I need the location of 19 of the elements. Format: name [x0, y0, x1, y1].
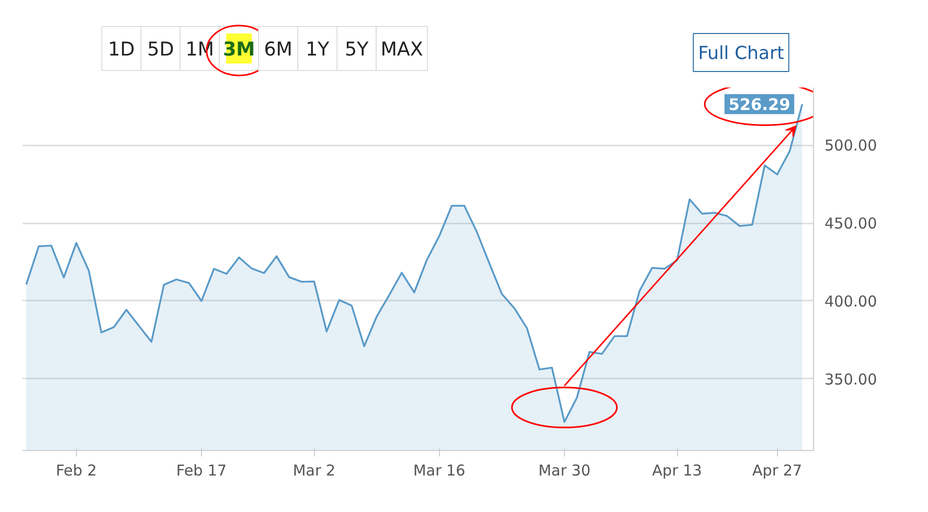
x-tick-label: Mar 30 — [538, 462, 591, 480]
text: MAX — [380, 38, 424, 60]
y-tick-label: 450.00 — [824, 214, 877, 233]
y-tick-label: 500.00 — [824, 136, 877, 155]
text: 5D — [147, 38, 174, 60]
text: 1D — [108, 38, 135, 60]
y-tick-label: 350.00 — [824, 370, 877, 388]
x-tick-label: Mar 2 — [292, 462, 336, 480]
x-tick-label: Feb 2 — [56, 462, 97, 480]
x-tick-label: Apr 27 — [752, 462, 802, 480]
x-tick-label: Apr 13 — [652, 462, 702, 480]
x-tick-label: Feb 17 — [176, 462, 227, 480]
annotation: 526.29 — [728, 95, 790, 114]
y-tick-label: 400.00 — [824, 292, 877, 310]
x-tick-label: Mar 16 — [413, 462, 466, 480]
text: 1Y — [306, 38, 330, 60]
text: 5Y — [344, 38, 369, 60]
text: Full Chart — [698, 43, 784, 64]
text: 6M — [264, 38, 292, 60]
